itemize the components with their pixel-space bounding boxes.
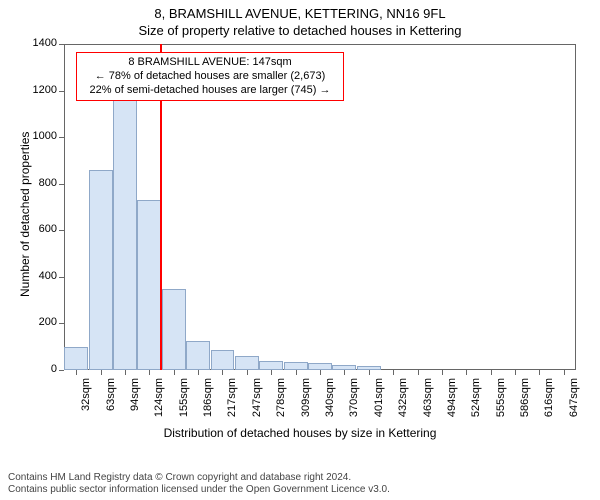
y-axis-label: Number of detached properties xyxy=(18,132,32,297)
x-tick-label: 155sqm xyxy=(178,378,190,422)
histogram-bar xyxy=(259,361,283,370)
x-tick-label: 63sqm xyxy=(105,378,117,422)
y-tick-label: 0 xyxy=(22,363,57,375)
x-tick-label: 94sqm xyxy=(129,378,141,422)
x-tick xyxy=(539,370,540,375)
histogram-bar xyxy=(113,100,137,370)
x-tick-label: 247sqm xyxy=(251,378,263,422)
annotation-box: 8 BRAMSHILL AVENUE: 147sqm← 78% of detac… xyxy=(76,52,344,101)
x-tick xyxy=(515,370,516,375)
x-tick xyxy=(296,370,297,375)
annotation-line: ← 78% of detached houses are smaller (2,… xyxy=(83,70,337,84)
x-tick xyxy=(198,370,199,375)
annotation-line: 8 BRAMSHILL AVENUE: 147sqm xyxy=(83,56,337,70)
x-tick xyxy=(442,370,443,375)
histogram-bar xyxy=(308,363,332,370)
y-tick xyxy=(59,44,64,45)
footer-attribution: Contains HM Land Registry data © Crown c… xyxy=(8,472,390,496)
x-tick xyxy=(564,370,565,375)
page-title-line2: Size of property relative to detached ho… xyxy=(0,21,600,38)
histogram-bar xyxy=(235,356,259,370)
x-tick xyxy=(369,370,370,375)
histogram-bar xyxy=(284,362,308,370)
x-tick xyxy=(271,370,272,375)
x-tick xyxy=(125,370,126,375)
x-tick-label: 124sqm xyxy=(153,378,165,422)
histogram-bar xyxy=(89,170,113,370)
x-tick-label: 524sqm xyxy=(470,378,482,422)
x-tick-label: 494sqm xyxy=(446,378,458,422)
y-tick xyxy=(59,370,64,371)
x-tick-label: 463sqm xyxy=(422,378,434,422)
y-tick xyxy=(59,184,64,185)
y-tick xyxy=(59,137,64,138)
y-tick xyxy=(59,230,64,231)
x-tick xyxy=(76,370,77,375)
footer-line1: Contains HM Land Registry data © Crown c… xyxy=(8,472,390,484)
histogram-bar xyxy=(162,289,186,371)
y-tick-label: 1200 xyxy=(22,84,57,96)
y-tick xyxy=(59,91,64,92)
footer-line2: Contains public sector information licen… xyxy=(8,484,390,496)
histogram-bar xyxy=(137,200,161,370)
x-tick xyxy=(418,370,419,375)
annotation-line: 22% of semi-detached houses are larger (… xyxy=(83,84,337,98)
x-tick xyxy=(344,370,345,375)
histogram-bar xyxy=(64,347,88,370)
x-tick-label: 432sqm xyxy=(397,378,409,422)
y-tick xyxy=(59,277,64,278)
y-tick xyxy=(59,323,64,324)
x-tick-label: 647sqm xyxy=(568,378,580,422)
y-tick-label: 1400 xyxy=(22,37,57,49)
x-tick-label: 217sqm xyxy=(226,378,238,422)
histogram-bar xyxy=(211,350,235,370)
x-tick-label: 340sqm xyxy=(324,378,336,422)
x-tick xyxy=(393,370,394,375)
histogram-bar xyxy=(186,341,210,370)
x-tick-label: 401sqm xyxy=(373,378,385,422)
x-tick-label: 309sqm xyxy=(300,378,312,422)
x-tick-label: 616sqm xyxy=(543,378,555,422)
x-tick xyxy=(174,370,175,375)
x-tick xyxy=(466,370,467,375)
x-axis-label: Distribution of detached houses by size … xyxy=(0,426,600,440)
x-tick-label: 370sqm xyxy=(348,378,360,422)
x-tick xyxy=(149,370,150,375)
x-tick xyxy=(222,370,223,375)
x-tick-label: 555sqm xyxy=(495,378,507,422)
x-tick-label: 186sqm xyxy=(202,378,214,422)
y-tick-label: 200 xyxy=(22,316,57,328)
x-tick xyxy=(320,370,321,375)
x-tick xyxy=(491,370,492,375)
x-tick-label: 278sqm xyxy=(275,378,287,422)
x-tick xyxy=(101,370,102,375)
x-tick-label: 586sqm xyxy=(519,378,531,422)
x-tick-label: 32sqm xyxy=(80,378,92,422)
x-tick xyxy=(247,370,248,375)
page-title-line1: 8, BRAMSHILL AVENUE, KETTERING, NN16 9FL xyxy=(0,0,600,21)
